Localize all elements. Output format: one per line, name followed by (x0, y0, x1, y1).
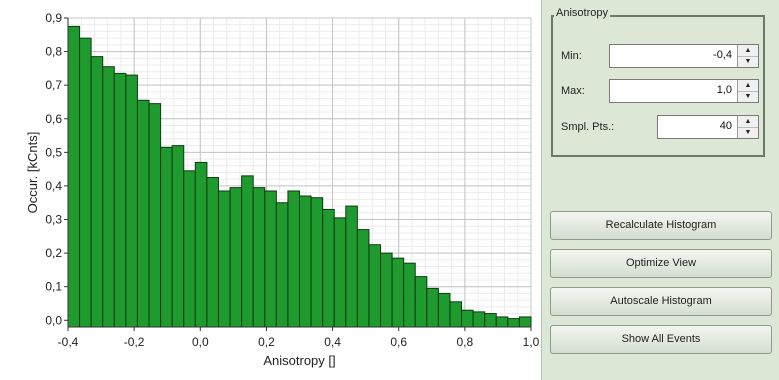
histogram-bar (229, 187, 243, 328)
smpl-pts-spin-buttons[interactable]: ▲ ▼ (737, 116, 758, 138)
histogram-bar (449, 301, 463, 328)
anisotropy-group: Min: -0,4 ▲ ▼ Max: 1,0 ▲ ▼ Smpl. Pts.: 4… (551, 15, 765, 157)
histogram-bar (171, 145, 185, 328)
histogram-bar (426, 287, 439, 328)
histogram-bar (217, 190, 231, 328)
x-tick-label: 0,2 (258, 335, 275, 349)
y-tick-label: 0,2 (45, 246, 62, 260)
histogram-bar (299, 195, 312, 328)
histogram-bar (136, 99, 150, 328)
smpl-pts-decrement-icon[interactable]: ▼ (744, 129, 752, 136)
y-tick-label: 0,1 (45, 280, 62, 294)
x-tick-label: 0,4 (324, 335, 341, 349)
histogram-bar (264, 190, 277, 328)
histogram-bar (90, 56, 104, 328)
y-tick-label: 0,3 (45, 213, 62, 227)
show-all-events-button[interactable]: Show All Events (550, 325, 772, 354)
histogram-bar (102, 66, 115, 328)
histogram-bar (518, 316, 532, 328)
max-value[interactable]: 1,0 (716, 84, 732, 96)
histogram-bar (125, 74, 138, 328)
histogram-bar (310, 197, 324, 328)
y-tick-label: 0,7 (45, 78, 62, 92)
x-tick-label: 1,0 (523, 335, 540, 349)
histogram-bar (461, 309, 474, 328)
autoscale-histogram-button[interactable]: Autoscale Histogram (550, 287, 772, 316)
histogram-bar (113, 72, 127, 328)
histogram-bar (333, 217, 347, 328)
histogram-bar (437, 292, 451, 328)
histogram-bar (241, 175, 254, 328)
min-decrement-icon[interactable]: ▼ (744, 58, 752, 65)
x-tick-label: 0,6 (390, 335, 407, 349)
histogram-bar (322, 208, 335, 328)
histogram-bar (194, 161, 208, 328)
histogram-bar (183, 170, 196, 328)
smpl-pts-label: Smpl. Pts.: (561, 121, 615, 133)
y-axis-title: Occur. [kCnts] (25, 132, 40, 214)
recalculate-histogram-button[interactable]: Recalculate Histogram (550, 211, 772, 240)
histogram-bar (345, 205, 358, 328)
histogram-bar (287, 190, 300, 328)
histogram-plot: 0,0 0,1 0,2 0,3 0,4 0,5 0,6 0,7 0,8 0,9 -0,4 -0,2 0,… (25, 11, 540, 368)
max-increment-icon[interactable]: ▲ (738, 80, 758, 92)
x-tick-label: 0,8 (457, 335, 474, 349)
optimize-view-button[interactable]: Optimize View (550, 249, 772, 278)
anisotropy-group-title: Anisotropy (554, 7, 610, 19)
x-tick-label: -0,2 (124, 335, 145, 349)
max-spin-buttons[interactable]: ▲ ▼ (737, 80, 758, 102)
y-tick-label: 0,6 (45, 112, 62, 126)
y-tick-label: 0,4 (45, 179, 62, 193)
y-tick-label: 0,0 (45, 313, 62, 327)
histogram-bar (79, 37, 92, 328)
histogram-bar (380, 252, 393, 328)
histogram-bar (495, 316, 509, 328)
histogram-bar (507, 318, 520, 328)
y-tick-label: 0,9 (45, 11, 62, 25)
max-spinbox[interactable]: 1,0 ▲ ▼ (609, 79, 759, 103)
histogram-bar (472, 311, 486, 328)
histogram-bar (67, 25, 81, 328)
histogram-bar (148, 103, 162, 328)
y-tick-label: 0,5 (45, 145, 62, 159)
y-tick-label: 0,8 (45, 45, 62, 59)
min-spin-buttons[interactable]: ▲ ▼ (737, 45, 758, 67)
smpl-pts-spinbox[interactable]: 40 ▲ ▼ (657, 115, 759, 139)
histogram-bar (252, 187, 266, 328)
min-label: Min: (561, 50, 582, 62)
histogram-bar (206, 177, 219, 328)
smpl-pts-value[interactable]: 40 (719, 120, 732, 132)
control-panel: Min: -0,4 ▲ ▼ Max: 1,0 ▲ ▼ Smpl. Pts.: 4… (541, 0, 779, 380)
histogram-bar (275, 202, 289, 328)
smpl-pts-increment-icon[interactable]: ▲ (738, 116, 758, 128)
max-label: Max: (561, 85, 585, 97)
max-decrement-icon[interactable]: ▼ (744, 93, 752, 100)
histogram-bar (403, 262, 416, 328)
histogram-bar (368, 244, 382, 328)
histogram-bar (484, 313, 497, 328)
histogram-bar (414, 276, 428, 328)
histogram-bar (391, 257, 405, 328)
min-value[interactable]: -0,4 (713, 49, 732, 61)
x-tick-label: 0,0 (192, 335, 209, 349)
histogram-chart: 0,0 0,1 0,2 0,3 0,4 0,5 0,6 0,7 0,8 0,9 -0,4 -0,2 0,… (25, 11, 540, 368)
min-increment-icon[interactable]: ▲ (738, 45, 758, 57)
min-spinbox[interactable]: -0,4 ▲ ▼ (609, 44, 759, 68)
x-tick-label: -0,4 (58, 335, 79, 349)
x-axis-title: Anisotropy [] (263, 353, 335, 368)
histogram-bar (356, 229, 370, 328)
histogram-bar (160, 146, 173, 328)
